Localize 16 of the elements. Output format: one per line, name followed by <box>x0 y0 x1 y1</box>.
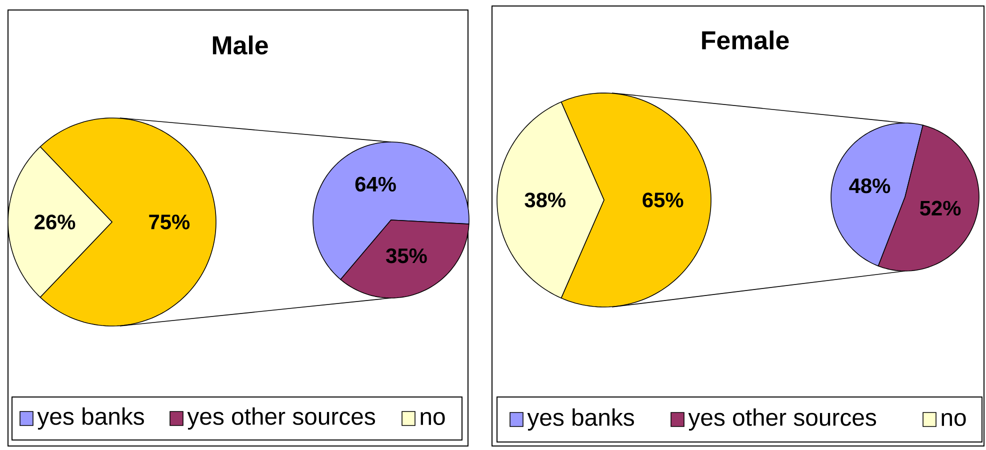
legend-label: yes other sources <box>688 408 876 431</box>
legend-label: yes other sources <box>187 407 376 430</box>
chart-title: Female <box>702 30 789 50</box>
data-label: 64% <box>355 176 396 192</box>
data-label: 52% <box>920 200 961 216</box>
legend-label: yes banks <box>37 407 144 430</box>
legend-label: yes banks <box>527 408 634 431</box>
legend-label: no <box>420 412 445 426</box>
legend-label: no <box>942 412 966 426</box>
chart-title: Male <box>212 35 268 55</box>
data-label: 65% <box>642 192 684 208</box>
data-label: 38% <box>524 192 566 208</box>
data-label: 26% <box>34 214 76 230</box>
data-label: 48% <box>849 178 890 194</box>
data-label: 75% <box>149 214 190 230</box>
data-label: 35% <box>386 248 427 264</box>
